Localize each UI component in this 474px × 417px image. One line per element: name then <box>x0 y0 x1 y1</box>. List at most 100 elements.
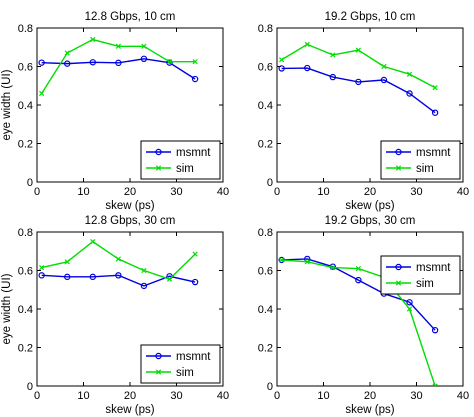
data-point-msmnt <box>115 59 122 67</box>
data-point-sim <box>330 52 336 58</box>
y-tick-label: 0 <box>27 177 33 189</box>
legend-label: msmnt <box>176 351 211 363</box>
x-tick-label: 40 <box>457 186 469 198</box>
x-tick-label: 20 <box>364 390 376 402</box>
series-sim <box>279 41 438 91</box>
y-tick-label: 0.6 <box>18 266 33 278</box>
x-tick-label: 40 <box>217 390 229 402</box>
y-tick-label: 0 <box>267 381 273 393</box>
data-point-msmnt <box>38 59 45 66</box>
data-point-sim <box>141 267 147 274</box>
legend-marker-x <box>395 165 402 171</box>
y-tick-label: 0.2 <box>18 139 33 151</box>
legend-marker-x <box>395 280 402 286</box>
data-point-sim <box>39 264 45 271</box>
legend: msmnt sim <box>140 344 221 384</box>
y-tick-label: 0.6 <box>18 62 33 74</box>
data-point-msmnt <box>140 55 148 63</box>
series-line-sim <box>41 38 196 94</box>
chart-panel-2: 19.2 Gbps, 10 cm 0 10 20 30 40 0 0.2 0.4 0.6 0.8 sk… <box>258 11 469 212</box>
data-point-msmnt <box>191 75 199 83</box>
data-point-sim <box>381 63 387 70</box>
data-point-sim <box>192 251 198 257</box>
legend-entry-sim: sim <box>386 163 434 175</box>
data-point-sim <box>432 383 438 386</box>
data-point-msmnt <box>191 278 199 286</box>
legend-marker-x <box>155 165 162 171</box>
legend-label: sim <box>176 367 194 379</box>
legend: msmnt sim <box>140 140 221 180</box>
y-tick-label: 0.8 <box>18 23 33 35</box>
x-tick-label: 0 <box>34 390 40 402</box>
series-line-msmnt <box>281 67 436 114</box>
data-point-msmnt <box>380 76 388 84</box>
y-axis-label: eye width (UI) <box>1 69 13 140</box>
legend: msmnt sim <box>380 140 461 180</box>
legend-label: sim <box>176 163 194 175</box>
series-msmnt <box>38 272 199 290</box>
y-tick-label: 0 <box>27 381 33 393</box>
y-tick-label: 0.8 <box>258 23 273 35</box>
data-point-sim <box>330 264 336 271</box>
chart-title: 19.2 Gbps, 10 cm <box>325 11 416 23</box>
chart-title: 12.8 Gbps, 30 cm <box>85 215 176 227</box>
y-tick-label: 0.8 <box>258 227 273 239</box>
x-tick-label: 10 <box>317 390 329 402</box>
chart-title: 19.2 Gbps, 30 cm <box>325 215 416 227</box>
series-line-msmnt <box>281 258 436 331</box>
data-point-sim <box>90 36 96 43</box>
data-point-msmnt <box>431 326 439 334</box>
data-point-msmnt <box>115 272 122 279</box>
legend-entry-sim: sim <box>146 163 194 175</box>
data-point-sim <box>64 50 70 56</box>
legend-entry-msmnt: msmnt <box>146 351 211 363</box>
legend-entry-sim: sim <box>386 278 434 290</box>
data-point-sim <box>115 43 121 49</box>
y-tick-label: 0.4 <box>18 304 33 316</box>
legend-entry-msmnt: msmnt <box>386 262 451 274</box>
x-tick-label: 10 <box>77 186 89 198</box>
legend-marker-x <box>155 369 162 375</box>
x-tick-label: 10 <box>77 390 89 402</box>
legend-box <box>140 344 221 384</box>
data-point-sim <box>141 43 147 49</box>
x-tick-label: 40 <box>457 390 469 402</box>
legend-label: sim <box>416 278 434 290</box>
x-tick-label: 20 <box>124 186 136 198</box>
series-line-msmnt <box>41 58 196 80</box>
legend-marker-circle <box>155 148 162 156</box>
data-point-sim <box>355 47 361 53</box>
data-point-msmnt <box>329 73 336 81</box>
y-tick-label: 0.4 <box>18 100 33 112</box>
legend-entry-msmnt: msmnt <box>386 147 451 159</box>
data-point-sim <box>64 259 70 265</box>
x-tick-label: 0 <box>34 186 40 198</box>
data-point-msmnt <box>304 64 311 72</box>
data-point-sim <box>304 259 310 265</box>
x-tick-label: 10 <box>317 186 329 198</box>
legend-box <box>380 255 461 295</box>
series-line-sim <box>41 240 196 280</box>
data-point-msmnt <box>406 90 413 97</box>
data-point-sim <box>90 239 96 245</box>
legend-box <box>380 140 461 180</box>
x-axis-label: skew (ps) <box>105 200 154 212</box>
x-axis-label: skew (ps) <box>105 404 154 416</box>
data-point-sim <box>192 59 198 65</box>
legend-marker-circle <box>155 352 162 360</box>
series-msmnt <box>38 55 199 83</box>
data-point-msmnt <box>355 276 362 284</box>
data-point-msmnt <box>89 59 97 66</box>
legend-label: msmnt <box>416 147 451 159</box>
legend-box <box>140 140 221 180</box>
data-point-msmnt <box>38 272 45 279</box>
x-tick-label: 30 <box>410 186 422 198</box>
x-tick-label: 30 <box>170 186 182 198</box>
legend-label: sim <box>416 163 434 175</box>
chart-panel-4: 19.2 Gbps, 30 cm 0 10 20 30 40 0 0.2 0.4 0.6 0.8 sk… <box>258 215 469 416</box>
x-tick-label: 30 <box>170 390 182 402</box>
y-tick-label: 0.6 <box>258 266 273 278</box>
y-tick-label: 0.2 <box>258 139 273 151</box>
y-tick-label: 0.8 <box>18 227 33 239</box>
